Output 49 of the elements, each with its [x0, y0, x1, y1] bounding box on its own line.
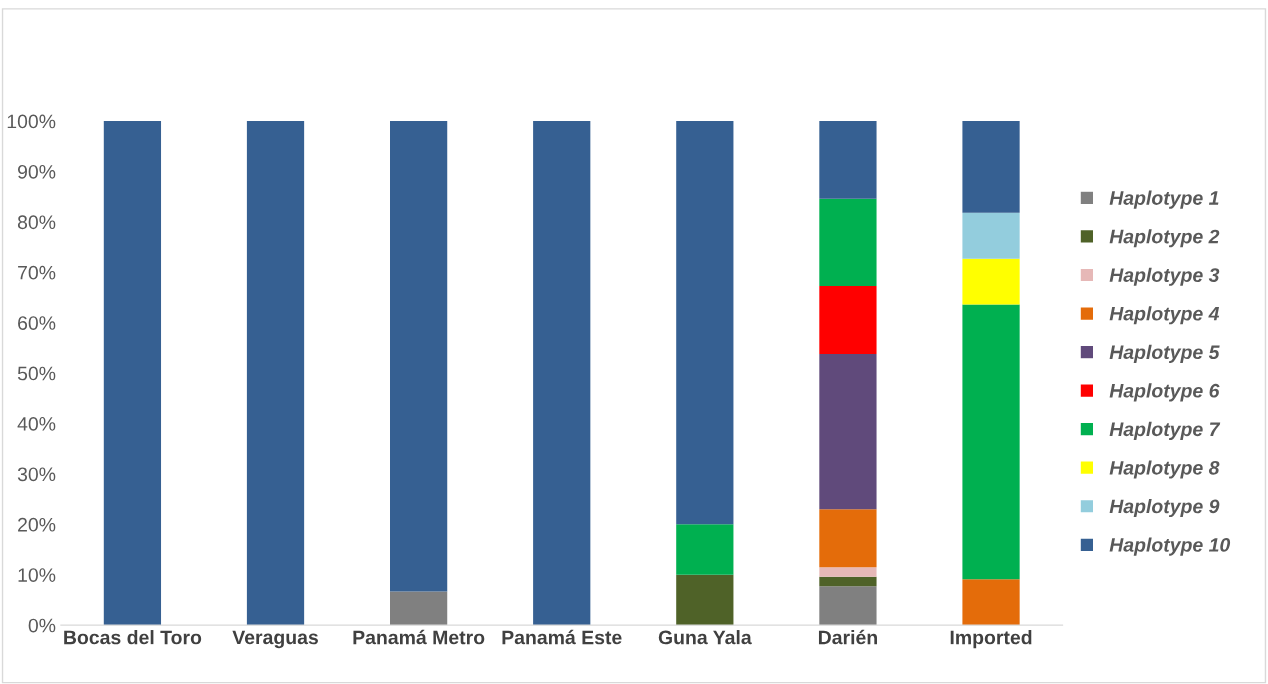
y-tick-label: 0% — [28, 618, 56, 633]
x-tick-label: Panamá Este — [502, 629, 622, 645]
bar — [676, 574, 734, 626]
legend-label: Haplotype 6 — [1109, 383, 1220, 402]
x-tick-label: Imported — [950, 630, 1032, 649]
y-tick-label: 90% — [18, 164, 56, 179]
bar — [962, 258, 1020, 305]
bar — [819, 567, 877, 577]
bar — [390, 591, 448, 626]
y-tick-label: 100% — [7, 114, 56, 129]
bar — [819, 586, 877, 626]
y-tick-label: 80% — [17, 215, 56, 230]
bar — [676, 121, 734, 525]
legend-label: Haplotype 1 — [1109, 190, 1219, 209]
bar — [962, 121, 1020, 213]
legend-label: Haplotype 4 — [1109, 306, 1220, 325]
bar — [390, 121, 448, 592]
legend-label: Haplotype 2 — [1109, 229, 1220, 248]
bar — [819, 121, 877, 199]
legend-label: Haplotype 7 — [1109, 421, 1221, 440]
legend-label: Haplotype 10 — [1109, 537, 1231, 556]
y-tick-label: 60% — [18, 316, 56, 330]
bar — [962, 304, 1020, 580]
bar — [819, 285, 877, 354]
bar — [103, 121, 162, 626]
x-tick-label: Panamá Metro — [353, 629, 485, 645]
legend-label: Haplotype 8 — [1109, 460, 1220, 479]
bar — [676, 524, 734, 575]
legend-label: Haplotype 3 — [1109, 267, 1220, 286]
bar — [533, 121, 591, 626]
bar — [962, 212, 1020, 259]
y-tick-label: 30% — [17, 467, 56, 482]
x-tick-label: Darién — [818, 629, 877, 645]
y-tick-label: 20% — [18, 517, 56, 532]
bar — [819, 576, 877, 587]
x-tick-label: Bocas del Toro — [64, 630, 202, 645]
bar — [246, 121, 305, 626]
bar — [819, 509, 877, 568]
bar — [819, 353, 877, 510]
y-tick-label: 40% — [17, 417, 56, 431]
y-tick-label: 10% — [18, 568, 56, 582]
bar — [819, 198, 877, 286]
legend-label: Haplotype 5 — [1109, 344, 1220, 363]
y-tick-label: 50% — [17, 366, 56, 381]
x-tick-label: Guna Yala — [658, 630, 752, 645]
y-tick-label: 70% — [18, 265, 56, 280]
legend-label: Haplotype 9 — [1109, 498, 1220, 518]
bar — [962, 579, 1020, 626]
x-tick-label: Veraguas — [232, 630, 318, 649]
